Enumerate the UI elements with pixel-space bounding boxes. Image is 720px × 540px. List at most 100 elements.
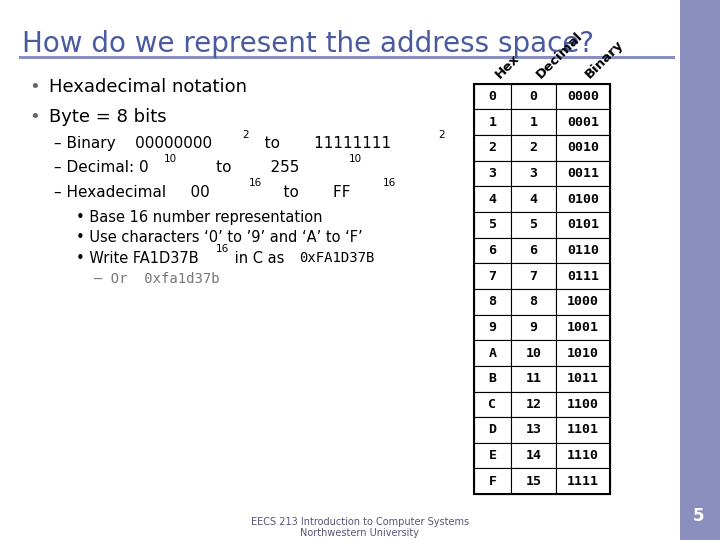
Bar: [474, 109, 511, 135]
Text: D: D: [488, 423, 497, 436]
Text: • Use characters ‘0’ to ’9’ and ‘A’ to ‘F’: • Use characters ‘0’ to ’9’ and ‘A’ to ‘…: [76, 230, 362, 245]
Bar: [556, 340, 610, 366]
Bar: [511, 84, 556, 109]
Text: 0xFA1D37B: 0xFA1D37B: [299, 251, 374, 265]
Bar: [511, 392, 556, 417]
Text: 1110: 1110: [567, 449, 599, 462]
Text: 0010: 0010: [567, 141, 599, 154]
Text: 7: 7: [488, 269, 497, 282]
Bar: [556, 417, 610, 443]
Text: 1: 1: [529, 116, 538, 129]
Text: 1010: 1010: [567, 347, 599, 360]
Bar: [474, 469, 511, 494]
Text: 8: 8: [488, 295, 497, 308]
Text: How do we represent the address space?: How do we represent the address space?: [22, 30, 594, 58]
Text: 0: 0: [488, 90, 497, 103]
Bar: [511, 135, 556, 160]
Text: 10: 10: [349, 154, 362, 164]
Bar: [474, 263, 511, 289]
Bar: [474, 212, 511, 238]
Text: 13: 13: [526, 423, 541, 436]
Bar: [474, 238, 511, 263]
Text: 16: 16: [216, 244, 229, 254]
Text: 1: 1: [488, 116, 497, 129]
Text: – Decimal: 0: – Decimal: 0: [54, 160, 148, 176]
Text: 7: 7: [529, 269, 538, 282]
Bar: [474, 340, 511, 366]
Text: • Write FA1D37B: • Write FA1D37B: [76, 251, 198, 266]
Bar: [511, 443, 556, 469]
Text: 3: 3: [529, 167, 538, 180]
Text: Decimal: Decimal: [534, 29, 585, 81]
Text: 1100: 1100: [567, 398, 599, 411]
Text: 4: 4: [529, 193, 538, 206]
Bar: [474, 161, 511, 186]
Bar: [556, 263, 610, 289]
Bar: [556, 238, 610, 263]
Text: •: •: [29, 108, 40, 126]
Bar: [511, 417, 556, 443]
Text: 0101: 0101: [567, 218, 599, 231]
Text: 1111: 1111: [567, 475, 599, 488]
Text: 9: 9: [488, 321, 497, 334]
Text: 12: 12: [526, 398, 541, 411]
Bar: [511, 186, 556, 212]
Text: 5: 5: [693, 507, 704, 525]
Bar: [511, 109, 556, 135]
Text: 10: 10: [526, 347, 541, 360]
Text: EECS 213 Introduction to Computer Systems: EECS 213 Introduction to Computer System…: [251, 517, 469, 528]
Bar: [556, 135, 610, 160]
Text: 14: 14: [526, 449, 541, 462]
Bar: [511, 289, 556, 314]
Text: 15: 15: [526, 475, 541, 488]
Bar: [556, 469, 610, 494]
Bar: [511, 366, 556, 391]
Bar: [474, 366, 511, 391]
Bar: [474, 186, 511, 212]
Text: F: F: [488, 475, 497, 488]
Bar: [511, 161, 556, 186]
Text: Byte = 8 bits: Byte = 8 bits: [49, 108, 166, 126]
Bar: [511, 212, 556, 238]
Text: 0111: 0111: [567, 269, 599, 282]
Bar: [474, 135, 511, 160]
Bar: [511, 340, 556, 366]
Text: 1000: 1000: [567, 295, 599, 308]
Text: 2: 2: [243, 130, 249, 140]
Text: •: •: [29, 78, 40, 96]
Bar: [474, 84, 511, 109]
Bar: [556, 84, 610, 109]
Text: • Base 16 number representation: • Base 16 number representation: [76, 210, 322, 225]
Text: Hex: Hex: [492, 51, 522, 81]
Bar: [474, 289, 511, 314]
Text: B: B: [488, 372, 497, 385]
Text: 2: 2: [529, 141, 538, 154]
Text: 0001: 0001: [567, 116, 599, 129]
Bar: [680, 0, 720, 540]
Text: to       FF: to FF: [264, 185, 351, 200]
Bar: [556, 392, 610, 417]
Bar: [556, 212, 610, 238]
Text: – Hexadecimal     00: – Hexadecimal 00: [54, 185, 210, 200]
Bar: [556, 314, 610, 340]
Text: 6: 6: [529, 244, 538, 257]
Bar: [474, 314, 511, 340]
Text: 8: 8: [529, 295, 538, 308]
Text: 0110: 0110: [567, 244, 599, 257]
Text: 0011: 0011: [567, 167, 599, 180]
Text: Hexadecimal notation: Hexadecimal notation: [49, 78, 247, 96]
Bar: [556, 186, 610, 212]
Bar: [556, 366, 610, 391]
Text: 11: 11: [526, 372, 541, 385]
Bar: [474, 84, 610, 494]
Text: 1001: 1001: [567, 321, 599, 334]
Text: E: E: [488, 449, 497, 462]
Text: in C as: in C as: [230, 251, 289, 266]
Text: 10: 10: [164, 154, 177, 164]
Text: 2: 2: [438, 130, 445, 140]
Text: Binary: Binary: [583, 38, 626, 81]
Bar: [474, 443, 511, 469]
Text: 4: 4: [488, 193, 497, 206]
Text: 1101: 1101: [567, 423, 599, 436]
Text: 5: 5: [488, 218, 497, 231]
